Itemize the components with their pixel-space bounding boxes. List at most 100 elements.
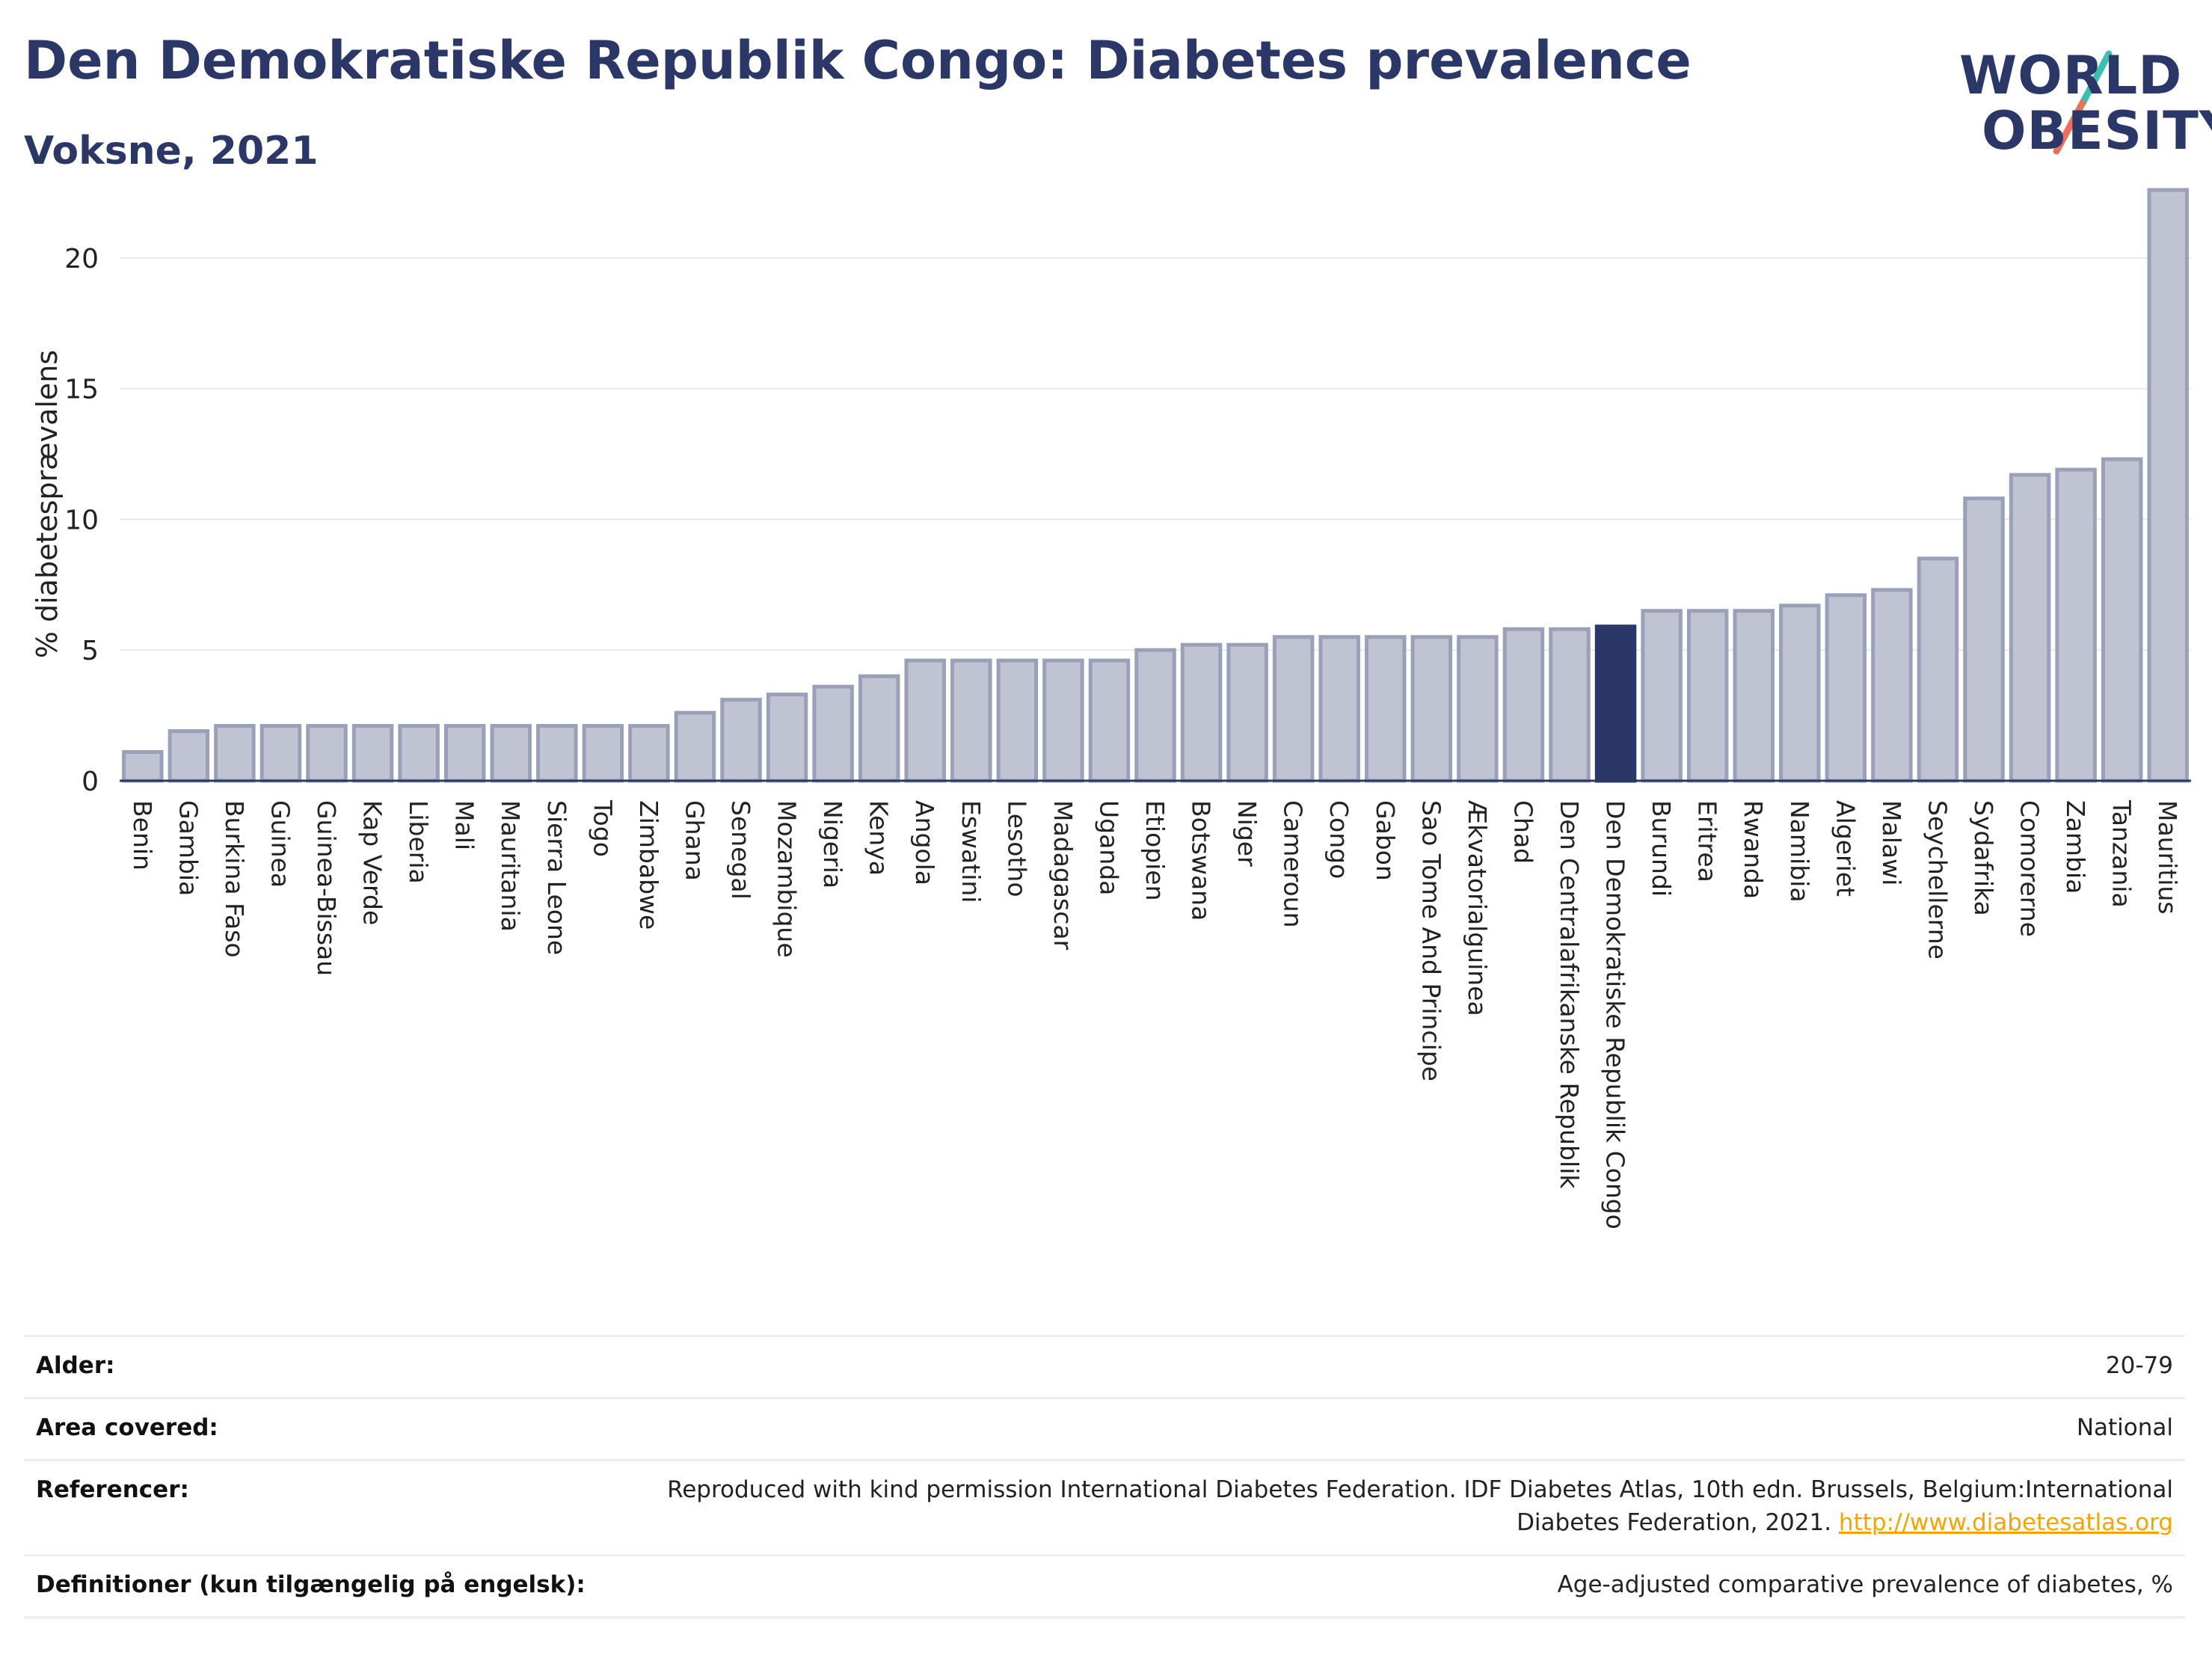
x-tick-label: Mauritius <box>2153 800 2182 915</box>
bar[interactable] <box>1549 627 1591 783</box>
bar[interactable] <box>168 729 210 783</box>
bar[interactable] <box>674 710 716 783</box>
x-tick-label: Angola <box>910 800 939 885</box>
x-tick-label: Senegal <box>726 800 755 900</box>
bar[interactable] <box>1272 635 1315 783</box>
x-tick-label: Algeriet <box>1831 800 1860 897</box>
x-tick-label: Burundi <box>1647 800 1676 897</box>
x-tick-label: Zimbabwe <box>634 800 663 930</box>
bar[interactable] <box>1088 658 1131 783</box>
x-tick-label: Comorerne <box>2015 800 2044 937</box>
info-value: Reproduced with kind permission Internat… <box>667 1473 2173 1539</box>
bar[interactable] <box>1134 648 1176 783</box>
bar[interactable] <box>1686 609 1729 783</box>
bar[interactable] <box>2101 457 2143 783</box>
x-tick-label: Kap Verde <box>358 800 387 925</box>
bar[interactable] <box>1733 609 1775 783</box>
x-tick-label: Guinea <box>265 800 295 888</box>
x-tick-label: Den Centralafrikanske Republik <box>1555 800 1584 1189</box>
reference-text-2: Diabetes Federation, 2021. <box>1517 1509 1839 1536</box>
bar[interactable] <box>536 724 578 783</box>
bar[interactable] <box>1502 627 1545 783</box>
bar[interactable] <box>582 724 624 783</box>
chart-title: Den Demokratiske Republik Congo: Diabete… <box>24 30 1692 91</box>
bar[interactable] <box>259 724 302 783</box>
reference-text: Reproduced with kind permission Internat… <box>667 1476 2173 1503</box>
bar[interactable] <box>1594 624 1637 783</box>
x-tick-label: Malawi <box>1877 800 1906 885</box>
x-tick-label: Sao Tome And Principe <box>1416 800 1446 1081</box>
bar[interactable] <box>1641 609 1683 783</box>
bar[interactable] <box>1825 593 1867 783</box>
bar-chart: 0 5 10 15 20 Benin Gambia Burkina Faso Guinea Gu… <box>31 188 2191 1229</box>
bar[interactable] <box>766 693 808 783</box>
x-tick-label: Sydafrika <box>1969 800 1998 916</box>
bar[interactable] <box>720 698 762 783</box>
bar[interactable] <box>1917 556 1959 783</box>
bar[interactable] <box>1226 642 1268 783</box>
bar[interactable] <box>904 658 946 783</box>
bar[interactable] <box>996 658 1039 783</box>
bar[interactable] <box>628 724 670 783</box>
x-tick-label: Namibia <box>1785 800 1814 903</box>
bar[interactable] <box>214 724 256 783</box>
x-tick-label: Etiopien <box>1140 800 1170 900</box>
x-tick-label: Eswatini <box>956 800 986 903</box>
bar[interactable] <box>1963 496 2005 783</box>
bar[interactable] <box>1457 635 1499 783</box>
x-tick-label: Kenya <box>864 800 894 876</box>
x-tick-label: Seychellerne <box>1923 800 1952 959</box>
x-tick-label: Ghana <box>680 800 709 881</box>
info-value: 20-79 <box>2105 1352 2173 1379</box>
chart-subtitle: Voksne, 2021 <box>24 129 319 174</box>
info-label: Referencer: <box>36 1476 189 1503</box>
bar[interactable] <box>1365 635 1407 783</box>
bar[interactable] <box>858 674 900 783</box>
x-tick-label: Eritrea <box>1693 800 1722 882</box>
bar[interactable] <box>2055 467 2097 783</box>
x-tick-label: Mali <box>450 800 479 850</box>
bar[interactable] <box>950 658 992 783</box>
bar[interactable] <box>2009 473 2051 783</box>
y-tick-label: 10 <box>64 505 99 535</box>
x-tick-label: Lesotho <box>1002 800 1031 897</box>
logo-text-world: WORLD <box>1959 45 2183 106</box>
x-tick-label: Niger <box>1232 800 1262 867</box>
x-tick-label: Togo <box>588 799 617 857</box>
info-row-definition: Definitioner (kun tilgængelig på engelsk… <box>24 1554 2185 1618</box>
info-table: Alder: 20-79 Area covered: National Refe… <box>24 1335 2185 1618</box>
y-axis-ticks: 0 5 10 15 20 <box>64 244 99 797</box>
x-tick-label: Mauritania <box>496 800 525 932</box>
bar[interactable] <box>351 724 394 783</box>
info-value: Age-adjusted comparative prevalence of d… <box>1557 1571 2173 1598</box>
bar[interactable] <box>1779 604 1821 783</box>
y-tick-label: 15 <box>64 375 99 405</box>
x-tick-label: Den Demokratiske Republik Congo <box>1601 800 1630 1229</box>
x-tick-label: Uganda <box>1094 800 1123 895</box>
info-row-area: Area covered: National <box>24 1397 2185 1459</box>
bar[interactable] <box>490 724 532 783</box>
bar[interactable] <box>398 724 440 783</box>
bar[interactable] <box>122 750 164 783</box>
info-value: National <box>2076 1414 2173 1441</box>
x-tick-label: Zambia <box>2061 800 2090 894</box>
bar[interactable] <box>812 684 854 783</box>
bar[interactable] <box>1042 658 1084 783</box>
x-tick-label: Congo <box>1324 800 1354 879</box>
info-label: Definitioner (kun tilgængelig på engelsk… <box>36 1571 586 1598</box>
x-tick-label: Guinea-Bissau <box>312 800 341 976</box>
bar[interactable] <box>443 724 486 783</box>
bars <box>122 188 2189 783</box>
bar[interactable] <box>1318 635 1360 783</box>
reference-link[interactable]: http://www.diabetesatlas.org <box>1838 1509 2173 1536</box>
bar[interactable] <box>1180 642 1223 783</box>
bar[interactable] <box>1871 588 1913 783</box>
x-axis-ticks: Benin Gambia Burkina Faso Guinea Guinea-Biss… <box>128 799 2182 1229</box>
x-tick-label: Rwanda <box>1739 800 1768 899</box>
bar[interactable] <box>2147 188 2189 783</box>
x-tick-label: Mozambique <box>772 800 802 958</box>
bar[interactable] <box>306 724 348 783</box>
y-axis-label: % diabetesprævalens <box>31 350 64 658</box>
bar[interactable] <box>1410 635 1453 783</box>
x-tick-label: Ækvatorialguinea <box>1463 800 1492 1016</box>
